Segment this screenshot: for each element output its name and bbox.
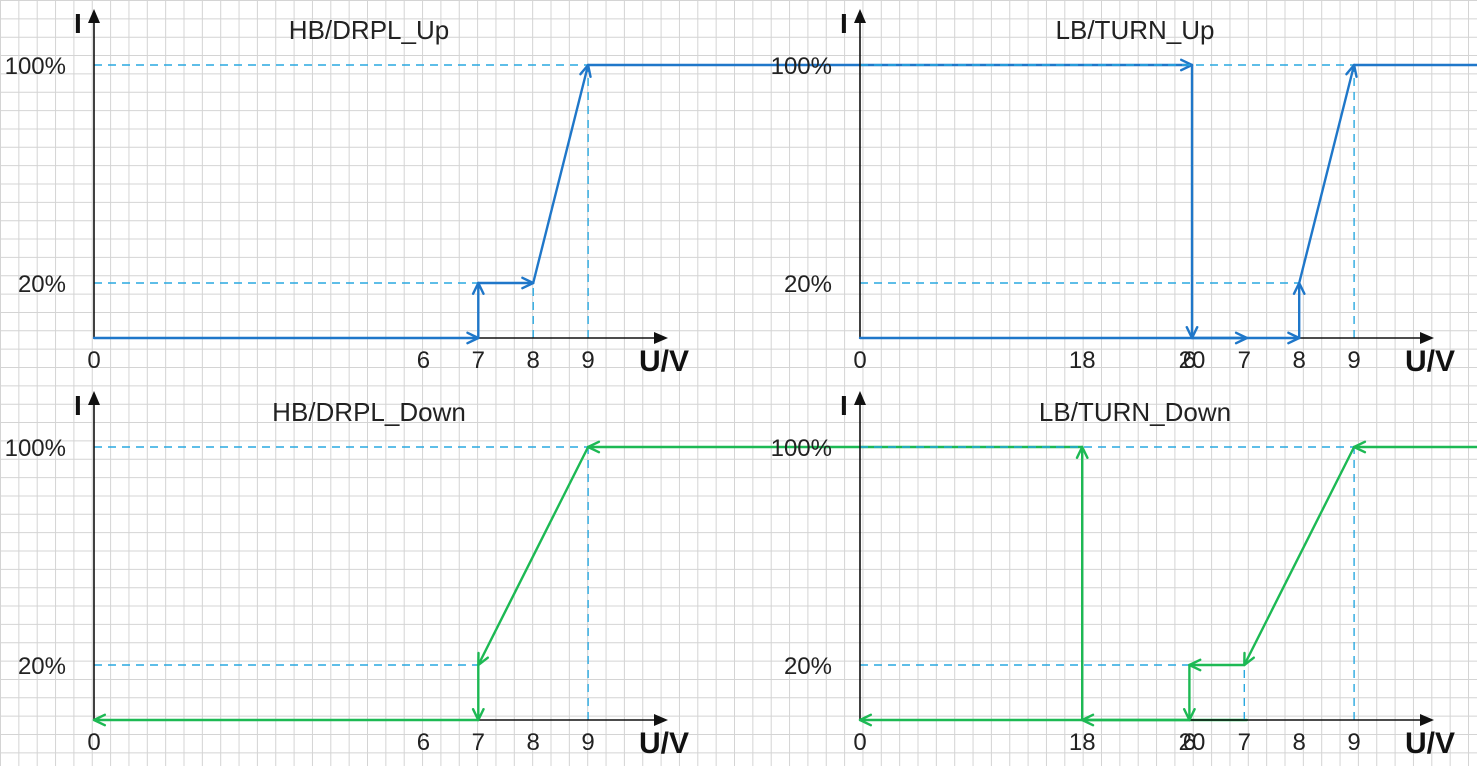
x-axis-label: U/V xyxy=(1405,345,1455,378)
chart-panel-4: U/V I LB/TURN_Down 0 6 7 8 9 18 20 20% 100% xyxy=(771,390,1477,760)
series-segment xyxy=(1243,445,1356,667)
x-tick-label: 7 xyxy=(472,729,485,756)
x-tick-label: 9 xyxy=(581,347,594,374)
x-axis-arrow xyxy=(1420,714,1434,726)
guide-lines xyxy=(94,446,589,720)
x-tick-label: 0 xyxy=(853,729,866,756)
x-axis-label: U/V xyxy=(639,727,689,760)
x-axis-arrow xyxy=(1420,332,1434,344)
x-axis-arrow xyxy=(654,332,668,344)
chart-title: LB/TURN_Down xyxy=(1039,397,1231,427)
x-tick-label: 8 xyxy=(1293,729,1306,756)
series-line xyxy=(92,440,1249,727)
series-arrow xyxy=(92,713,107,727)
series-segment xyxy=(532,63,590,285)
x-tick-label: 9 xyxy=(581,729,594,756)
x-tick-label: 6 xyxy=(1183,347,1196,374)
x-tick-label: 18 xyxy=(1069,729,1096,756)
y-axis-label: I xyxy=(840,8,848,39)
y-tick-label: 20% xyxy=(18,653,66,680)
x-tick-label: 7 xyxy=(1238,729,1251,756)
x-tick-label: 9 xyxy=(1347,729,1360,756)
x-tick-label: 0 xyxy=(87,347,100,374)
x-tick-label: 0 xyxy=(853,347,866,374)
x-tick-label: 20 xyxy=(1179,347,1206,374)
chart-title: HB/DRPL_Down xyxy=(272,397,466,427)
series-line xyxy=(858,440,1477,727)
y-axis-arrow xyxy=(854,391,866,405)
x-tick-label: 7 xyxy=(472,347,485,374)
x-tick-label: 7 xyxy=(1238,347,1251,374)
y-axis-arrow xyxy=(854,9,866,23)
y-axis-arrow xyxy=(88,9,100,23)
chart-title: HB/DRPL_Up xyxy=(289,15,449,45)
series-line xyxy=(858,63,1477,345)
x-tick-label: 6 xyxy=(417,729,430,756)
chart-title: LB/TURN_Up xyxy=(1056,15,1215,45)
y-tick-label: 20% xyxy=(784,271,832,298)
x-tick-label: 20 xyxy=(1179,729,1206,756)
y-tick-label: 20% xyxy=(18,271,66,298)
y-axis-arrow xyxy=(88,391,100,405)
guide-lines xyxy=(860,64,1355,338)
x-tick-label: 0 xyxy=(87,729,100,756)
chart-panel-3: U/V I HB/DRPL_Down 0 6 7 8 9 18 20 20% 100% xyxy=(5,390,1249,760)
y-tick-label: 20% xyxy=(784,653,832,680)
x-axis-label: U/V xyxy=(639,345,689,378)
series-line xyxy=(92,58,1249,345)
y-axis-label: I xyxy=(74,8,82,39)
guide-lines xyxy=(860,446,1355,720)
series-arrow xyxy=(858,713,873,727)
x-tick-label: 6 xyxy=(417,347,430,374)
y-tick-label: 100% xyxy=(5,435,66,462)
y-tick-label: 100% xyxy=(771,435,832,462)
chart-panel-1: U/V I HB/DRPL_Up 0 6 7 8 9 18 20 20% 100% xyxy=(5,8,1249,378)
x-tick-label: 9 xyxy=(1347,347,1360,374)
y-tick-label: 100% xyxy=(771,53,832,80)
chart-panel-2: U/V I LB/TURN_Up 0 6 7 8 9 18 20 20% 100% xyxy=(771,8,1477,378)
y-axis-label: I xyxy=(840,390,848,421)
x-axis-label: U/V xyxy=(1405,727,1455,760)
x-tick-label: 8 xyxy=(527,729,540,756)
series-segment xyxy=(477,445,590,667)
x-axis-arrow xyxy=(654,714,668,726)
x-tick-label: 8 xyxy=(1293,347,1306,374)
y-axis-label: I xyxy=(74,390,82,421)
x-tick-label: 18 xyxy=(1069,347,1096,374)
series-segment xyxy=(1297,63,1356,285)
guide-lines xyxy=(94,64,589,338)
x-tick-label: 6 xyxy=(1183,729,1196,756)
x-tick-label: 8 xyxy=(527,347,540,374)
y-tick-label: 100% xyxy=(5,53,66,80)
